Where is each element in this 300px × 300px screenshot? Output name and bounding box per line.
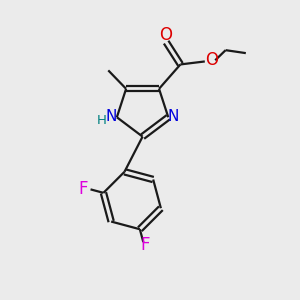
Text: H: H	[97, 114, 106, 127]
Text: O: O	[159, 26, 172, 44]
Text: O: O	[205, 51, 218, 69]
Text: N: N	[168, 109, 179, 124]
Text: F: F	[140, 236, 150, 254]
Text: N: N	[106, 109, 117, 124]
Text: F: F	[79, 180, 88, 198]
